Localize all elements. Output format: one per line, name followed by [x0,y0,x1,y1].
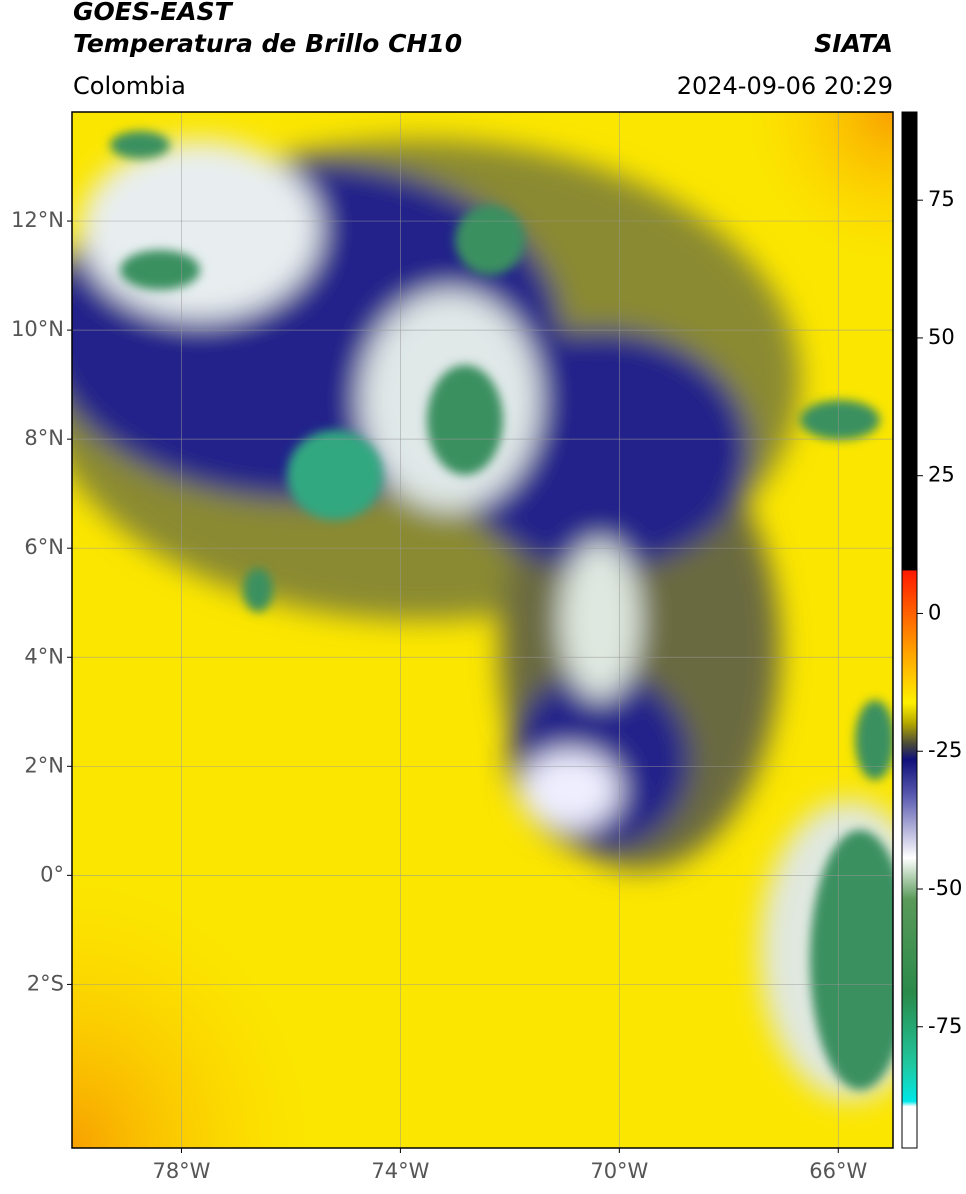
y-tick-label: 10°N [11,317,64,341]
x-tick-label: 66°W [809,1159,867,1183]
satellite-image [72,112,893,1148]
map-frame [71,111,894,1149]
colorbar-tick-label: -50 [928,876,962,900]
datetime: 2024-09-06 20:29 [677,72,893,100]
y-tick-label: 6°N [24,535,64,559]
colorbar-tick-label: 75 [928,187,955,211]
x-tick-label: 74°W [371,1159,429,1183]
x-tick-label: 70°W [590,1159,648,1183]
colorbar-tick-label: -25 [928,738,962,762]
y-tick-label: 4°N [24,644,64,668]
subtitle: Temperatura de Brillo CH10 [73,29,462,58]
y-tick-label: 2°N [24,753,64,777]
y-tick-label: 2°S [27,971,64,995]
source: SIATA [814,29,893,58]
colorbar-tick-label: 25 [928,463,955,487]
colorbar-tick-label: 0 [928,600,941,624]
x-tick-label: 78°W [152,1159,210,1183]
region: Colombia [73,72,186,100]
colorbar-tick-label: 50 [928,325,955,349]
y-tick-label: 0° [40,862,64,886]
y-tick-label: 12°N [11,208,64,232]
title: GOES-EAST [73,0,234,26]
colorbar-tick-label: -75 [928,1014,962,1038]
colorbar [901,111,918,1149]
y-tick-label: 8°N [24,426,64,450]
